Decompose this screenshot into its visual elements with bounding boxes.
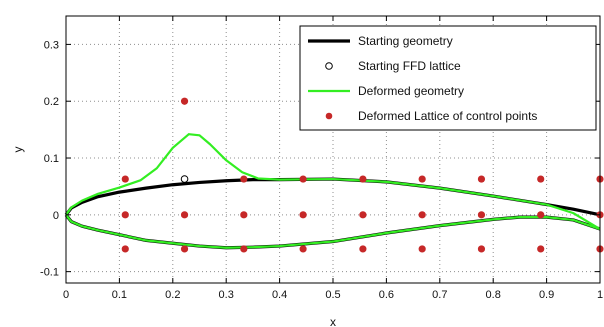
tick-layer: 0 0.1 0.2 0.3 0.4 0.5 0.6 0.7 0.8 0.9 1 -0.1 0 0.1 0.2… — [40, 16, 603, 301]
x-tick-label: 1 — [597, 289, 603, 301]
deformed-geometry-lower-line — [65, 214, 601, 249]
deformed-lattice-point — [418, 245, 426, 253]
starting-ffd-lattice-point — [180, 175, 189, 183]
deformed-lattice-point — [477, 175, 486, 183]
legend-label: Deformed Lattice of control points — [358, 109, 537, 123]
y-tick-label: 0 — [53, 210, 59, 222]
deformed-lattice-point — [121, 211, 129, 219]
y-tick-label: 0.2 — [44, 96, 59, 108]
deformed-lattice-point — [418, 211, 426, 219]
x-axis-label: x — [330, 315, 336, 327]
marker-layer — [121, 97, 604, 253]
deformed-lattice-point — [180, 97, 189, 105]
legend-items: Starting geometry Starting FFD lattice Def… — [308, 34, 537, 123]
deformed-lattice-point — [537, 175, 545, 183]
deformed-lattice-point — [418, 175, 426, 183]
deformed-lattice-point — [299, 175, 307, 183]
x-tick-label: 0.5 — [325, 289, 340, 301]
legend-swatch-starting_ffd_lattice — [325, 62, 333, 70]
deformed-lattice-point — [537, 245, 545, 253]
deformed-geometry-upper-line — [65, 133, 601, 230]
deformed-lattice-point — [359, 175, 367, 183]
x-tick-label: 0.3 — [219, 289, 234, 301]
deformed-lattice-point — [359, 211, 367, 219]
deformed-lattice-point — [299, 245, 307, 253]
deformed-lattice-point — [359, 245, 367, 253]
x-tick-label: 0 — [63, 289, 69, 301]
y-axis-label: y — [11, 147, 25, 153]
deformed-lattice-point — [477, 245, 486, 253]
x-tick-label: 0.9 — [539, 289, 554, 301]
series-layer — [64, 133, 601, 250]
legend-swatch-deformed_lattice — [325, 112, 333, 120]
legend: Starting geometry Starting FFD lattice Def… — [299, 25, 597, 131]
legend-label: Deformed geometry — [358, 84, 464, 98]
x-tick-label: 0.7 — [432, 289, 447, 301]
deformed-lattice-point — [537, 211, 545, 219]
deformed-lattice-point — [180, 211, 189, 219]
x-tick-label: 0.8 — [486, 289, 501, 301]
legend-box — [299, 25, 597, 131]
legend-label: Starting geometry — [358, 34, 453, 48]
y-tick-label: 0.1 — [44, 153, 59, 165]
legend-label: Starting FFD lattice — [358, 59, 461, 73]
deformed-lattice-point — [240, 175, 248, 183]
x-tick-label: 0.1 — [112, 289, 127, 301]
deformed-lattice-point — [240, 211, 248, 219]
deformed-lattice-point — [299, 211, 307, 219]
deformed-lattice-point — [180, 245, 189, 253]
deformed-lattice-point — [477, 211, 486, 219]
x-tick-label: 0.4 — [272, 289, 287, 301]
y-tick-label: -0.1 — [40, 267, 59, 279]
deformed-lattice-point — [121, 175, 129, 183]
deformed-lattice-point — [240, 245, 248, 253]
x-tick-label: 0.2 — [165, 289, 180, 301]
x-tick-label: 0.6 — [379, 289, 394, 301]
y-tick-label: 0.3 — [44, 39, 59, 51]
deformed-lattice-point — [121, 245, 129, 253]
